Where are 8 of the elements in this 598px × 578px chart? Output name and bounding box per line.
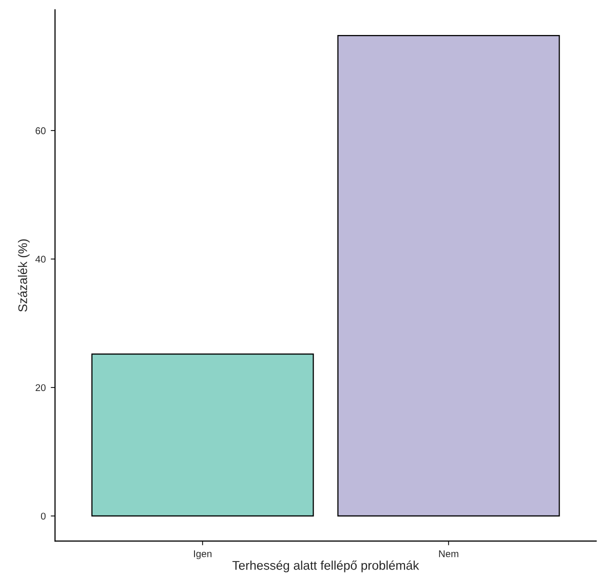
x-tick-label: Nem — [439, 550, 458, 558]
y-tick-label: 0 — [40, 512, 46, 520]
y-axis-title: Százalék (%) — [18, 239, 30, 312]
y-tick-label: 60 — [36, 127, 46, 134]
y-tick-label: 20 — [36, 384, 46, 392]
x-tick-label: Igen — [194, 550, 212, 560]
y-tick-label: 40 — [35, 256, 46, 263]
x-axis-title: Terhesség alatt fellépő problémák — [232, 560, 420, 572]
